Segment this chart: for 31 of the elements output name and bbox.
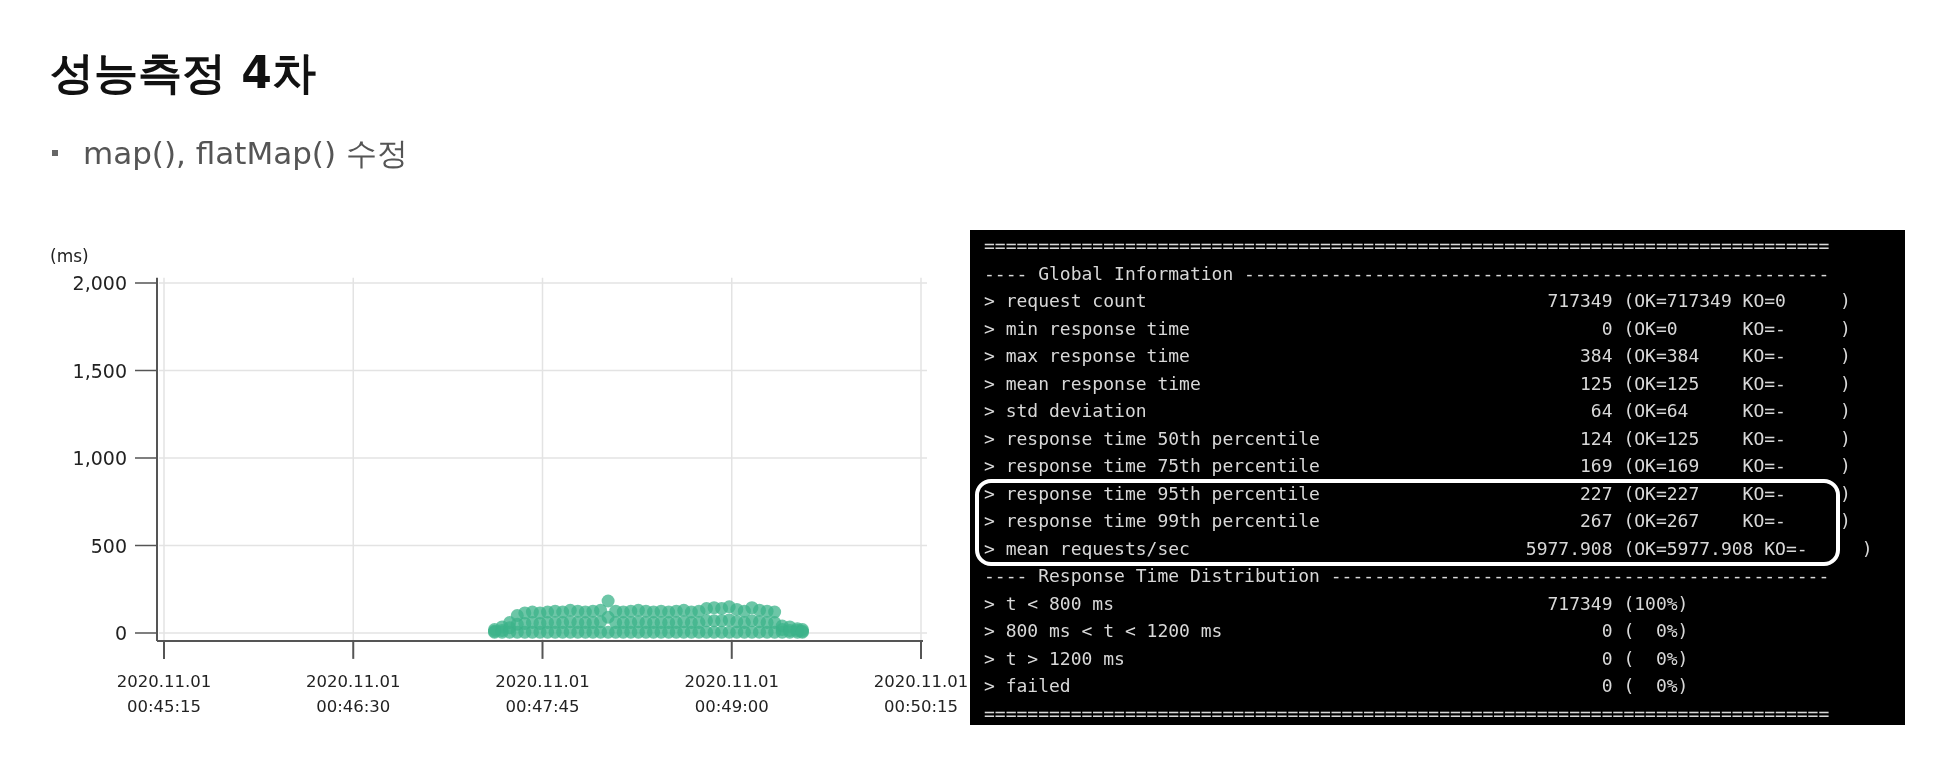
x-tick-label: 2020.11.01 00:46:30	[306, 671, 401, 716]
text: ==============================================================================	[984, 235, 1830, 256]
text: > t < 800 ms 717349 (100%)	[984, 592, 1689, 614]
text: > request count 717349 (OK=717349 KO=0 )	[984, 290, 1851, 311]
y-tick-label: 0	[114, 622, 127, 644]
text: ---- Global Information ------------------------------------------------------	[984, 262, 1830, 284]
y-tick-label: 2,000	[72, 272, 127, 294]
y-tick-label: 1,000	[72, 447, 127, 469]
text: > std deviation 64 (OK=64 KO=- )	[984, 400, 1851, 421]
text: > response time 50th percentile 124 (OK=125 KO=- )	[984, 427, 1851, 449]
chart-title: 성능측정 4차	[50, 47, 316, 98]
x-tick-label: 2020.11.01 00:50:15	[873, 671, 969, 716]
text: > response time 99th percentile 267 (OK=267 KO=- )	[984, 510, 1851, 531]
text: ---- Response Time Distribution ----------------------------------------------	[984, 565, 1830, 586]
chart-subtitle: map(), flatMap() 수정	[83, 135, 408, 171]
y-tick-label: 1,500	[72, 359, 127, 382]
x-tick-label: 2020.11.01 00:47:45	[495, 671, 590, 716]
text: > response time 95th percentile 227 (OK=227 KO=- )	[984, 482, 1851, 504]
x-tick-label: 2020.11.01 00:49:00	[684, 671, 779, 716]
x-tick-label: 2020.11.01 00:45:15	[116, 671, 212, 716]
text: > max response time 384 (OK=384 KO=- )	[984, 345, 1851, 366]
text: > failed 0 ( 0%)	[984, 675, 1689, 696]
text: > min response time 0 (OK=0 KO=- )	[984, 317, 1851, 339]
y-axis-title: (ms)	[50, 246, 89, 266]
text: ==============================================================================	[984, 702, 1830, 724]
text: > 800 ms < t < 1200 ms 0 ( 0%)	[984, 620, 1689, 641]
text: > response time 75th percentile 169 (OK=169 KO=- )	[984, 455, 1851, 476]
y-tick-label: 500	[90, 534, 127, 557]
text: > mean response time 125 (OK=125 KO=- )	[984, 372, 1851, 394]
text: > t > 1200 ms 0 ( 0%)	[984, 647, 1689, 669]
text: > mean requests/sec 5977.908 (OK=5977.908 KO=- )	[984, 537, 1873, 559]
